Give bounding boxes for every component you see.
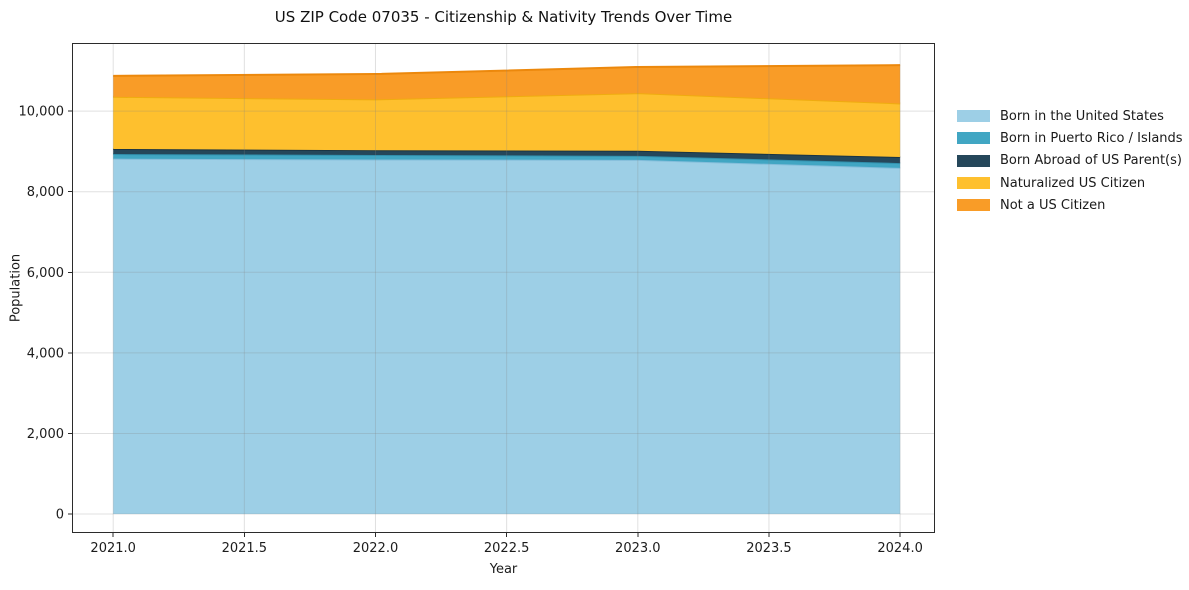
legend-item: Not a US Citizen [957,194,1183,216]
x-tick-label: 2021.5 [222,541,268,556]
x-tick-label: 2021.0 [90,541,136,556]
legend: Born in the United States Born in Puerto … [957,105,1183,216]
plot-border [72,43,935,533]
legend-swatch [957,177,990,190]
x-tick-label: 2024.0 [877,541,923,556]
x-tick-label: 2022.0 [353,541,399,556]
y-axis-label: Population [8,253,24,323]
x-tick-label: 2023.5 [746,541,792,556]
legend-label: Not a US Citizen [1000,197,1106,213]
legend-swatch [957,154,990,167]
legend-item: Born in the United States [957,105,1183,127]
legend-item: Born Abroad of US Parent(s) [957,150,1183,172]
legend-item: Born in Puerto Rico / Islands [957,127,1183,149]
legend-label: Born in the United States [1000,108,1164,124]
y-tick-label: 0 [56,508,64,523]
legend-item: Naturalized US Citizen [957,172,1183,194]
area-band-2 [113,154,901,168]
y-tick-label: 4,000 [27,346,64,361]
x-tick-label: 2022.5 [484,541,530,556]
area-band-4 [113,93,901,158]
area-band-1 [113,158,901,515]
legend-label: Naturalized US Citizen [1000,175,1146,191]
y-tick-label: 10,000 [19,105,65,120]
y-tick-label: 2,000 [27,427,64,442]
legend-swatch [957,132,990,145]
area-band-edge-5 [113,64,901,77]
y-tick-label: 6,000 [27,266,64,281]
x-axis-label: Year [489,562,518,577]
legend-swatch [957,199,990,212]
legend-swatch [957,110,990,123]
y-tick-label: 8,000 [27,185,64,200]
legend-label: Born in Puerto Rico / Islands [1000,130,1183,146]
x-tick-label: 2023.0 [615,541,661,556]
legend-label: Born Abroad of US Parent(s) [1000,153,1182,169]
chart-title: US ZIP Code 07035 - Citizenship & Nativi… [274,8,733,26]
